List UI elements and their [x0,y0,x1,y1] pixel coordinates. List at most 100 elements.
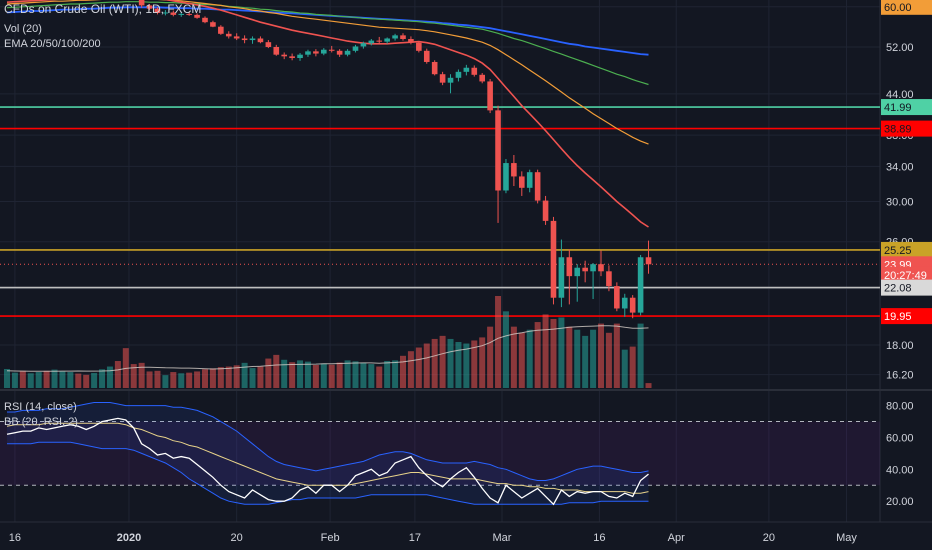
candle [574,264,581,302]
candle-body [138,0,145,6]
candle-body [194,14,200,18]
candle-body [463,67,470,72]
candle-body [154,8,161,13]
candle-body [416,42,422,51]
rsi-tick-label: 20.00 [886,496,914,508]
price-tick-label: 52.00 [886,42,914,54]
price-tag-bg [881,99,932,116]
volume-bar [154,370,161,388]
candle-body [558,257,565,298]
candle-body [574,267,581,277]
candle-body [439,74,446,83]
volume-bar [162,375,169,388]
candle-body [550,220,557,298]
volume-ma-line [6,325,649,372]
candle-body [621,297,628,309]
x-tick-label: 17 [409,532,421,544]
horizontal-lines [0,106,880,317]
volume-bar [510,326,517,388]
candle [645,240,652,274]
volume-bar [209,368,216,388]
x-tick-label: 2020 [117,532,141,544]
candle [519,171,525,196]
price-tag: 41.99 [881,99,932,116]
candle-body [178,13,185,15]
volume-bar [146,371,153,388]
candle [566,249,573,305]
candle [328,45,335,53]
candle [194,13,200,19]
candle-body [511,163,517,177]
volume-bar [495,296,502,388]
candle-body [400,35,406,40]
volume-bar [273,354,280,388]
candle-body [273,47,280,55]
price-tag-label: 22.08 [884,283,912,295]
candle [455,69,462,82]
volume-bar [4,368,10,388]
candle [146,4,153,11]
rsi-band-fill [0,421,880,486]
candle-body [629,297,636,313]
volume-bar [186,372,193,388]
candle [558,239,565,308]
candle [281,52,287,60]
time-axis[interactable]: 16 2020 20 Feb 17 Mar 16 Apr 20 May [9,532,858,544]
candle-body [392,35,398,39]
bb-indicator-label[interactable]: BB (20, RSI, 2) [4,416,78,428]
candle [162,10,169,16]
volume-bar [431,338,438,388]
volume-bar [558,317,565,388]
price-tags: 60.0041.9938.8925.2523.9920:27:4922.0819… [881,0,932,325]
rsi-tick-label: 60.00 [886,432,914,444]
price-tag-bg [881,0,932,15]
candle [384,37,390,44]
candle-body [590,264,596,272]
candle [487,79,493,114]
chart-title: CFDs on Crude Oil (WTI), 1D, FXCM [4,2,202,16]
candle [471,65,478,77]
rsi-indicator-label[interactable]: RSI (14, close) [4,401,77,413]
candle-body [170,12,177,15]
price-tag-bg [881,266,932,283]
candles [138,0,652,319]
volume-bar [304,361,311,388]
candle-body [447,77,454,83]
volume-bar [384,361,391,388]
volume-bar [202,369,208,388]
ema-indicator-label[interactable]: EMA 20/50/100/200 [4,38,101,50]
volume-bar [336,362,343,388]
volume-bar [447,338,454,388]
candle-body [265,42,272,47]
volume-bar [265,358,272,388]
candle-body [471,67,478,75]
candle-body [542,200,549,221]
volume-bar [217,367,224,388]
price-tag: 19.95 [881,308,932,325]
volume-bar [415,347,422,388]
candle [273,44,280,56]
volume-bar [241,362,248,388]
volume-bar [51,369,58,388]
price-tag-bg [881,308,932,325]
candle-body [162,12,169,14]
candle-body [257,38,264,43]
volume-bar [518,332,525,388]
volume-indicator-label[interactable]: Vol (20) [4,23,42,35]
volume-bar [19,370,26,388]
candle [170,10,177,17]
candle-body [344,50,351,55]
candle-body [408,39,414,43]
volume-bar [138,362,145,388]
volume-bar [590,329,597,388]
volume-bar [423,343,430,388]
candle [352,44,359,53]
candle [550,216,557,305]
candle [582,260,588,283]
candle [606,265,612,292]
volume-bar [59,371,66,388]
price-tag: 25.25 [881,241,932,258]
candle [590,263,596,300]
candle-body [645,257,652,265]
